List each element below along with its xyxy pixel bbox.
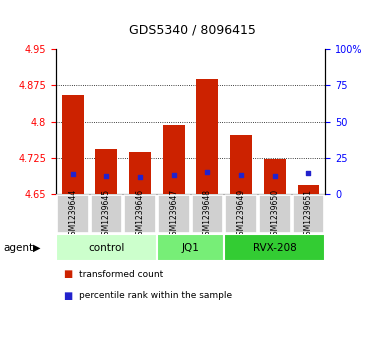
Text: percentile rank within the sample: percentile rank within the sample [79, 291, 232, 300]
Text: ■: ■ [64, 269, 73, 279]
Bar [157, 234, 224, 261]
Text: GSM1239644: GSM1239644 [68, 189, 77, 240]
Point [70, 171, 76, 177]
Bar [298, 185, 320, 194]
Text: GSM1239646: GSM1239646 [136, 189, 144, 240]
Text: ■: ■ [64, 291, 73, 301]
Point [272, 173, 278, 179]
Bar [62, 95, 84, 194]
Bar [129, 152, 151, 194]
Text: ▶: ▶ [33, 243, 40, 253]
Text: GSM1239650: GSM1239650 [270, 189, 279, 240]
Text: GSM1239647: GSM1239647 [169, 189, 178, 240]
Bar [90, 195, 122, 233]
Bar [264, 159, 286, 194]
Bar [230, 135, 252, 194]
Text: agent: agent [4, 243, 34, 253]
Bar [124, 195, 156, 233]
Text: GDS5340 / 8096415: GDS5340 / 8096415 [129, 24, 256, 37]
Point [171, 172, 177, 178]
Bar [196, 79, 218, 194]
Text: transformed count: transformed count [79, 270, 163, 278]
Bar [163, 125, 185, 194]
Text: GSM1239649: GSM1239649 [237, 189, 246, 240]
Point [204, 170, 211, 175]
Bar [56, 234, 157, 261]
Bar [225, 195, 257, 233]
Bar [224, 234, 325, 261]
Text: control: control [88, 243, 124, 253]
Bar [158, 195, 189, 233]
Point [238, 172, 244, 178]
Point [103, 173, 109, 179]
Text: GSM1239651: GSM1239651 [304, 189, 313, 240]
Bar [293, 195, 324, 233]
Bar [192, 195, 223, 233]
Text: GSM1239645: GSM1239645 [102, 189, 111, 240]
Bar [259, 195, 291, 233]
Point [305, 170, 311, 176]
Text: RVX-208: RVX-208 [253, 243, 297, 253]
Text: GSM1239648: GSM1239648 [203, 189, 212, 240]
Bar [57, 195, 89, 233]
Bar [95, 149, 117, 194]
Text: JQ1: JQ1 [182, 243, 199, 253]
Point [137, 174, 143, 180]
